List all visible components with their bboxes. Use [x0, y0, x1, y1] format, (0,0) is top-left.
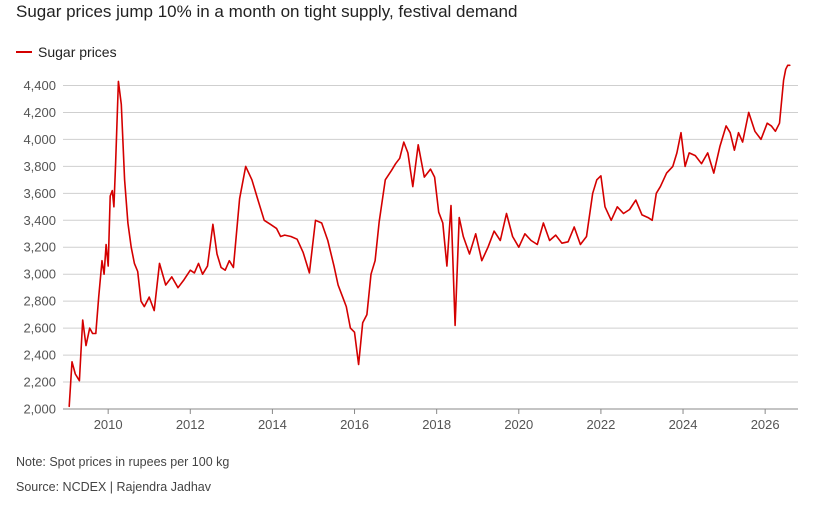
y-tick-label: 3,400	[23, 213, 56, 228]
y-tick-label: 4,000	[23, 132, 56, 147]
y-tick-label: 2,000	[23, 402, 56, 417]
y-tick-label: 2,800	[23, 294, 56, 309]
x-tick-label: 2024	[669, 417, 698, 432]
legend-label-sugar-prices: Sugar prices	[38, 44, 117, 60]
x-tick-label: 2022	[586, 417, 615, 432]
x-tick-label: 2014	[258, 417, 287, 432]
x-tick-label: 2026	[751, 417, 780, 432]
x-tick-label: 2012	[176, 417, 205, 432]
chart-legend: Sugar prices	[16, 44, 117, 60]
x-tick-label: 2010	[94, 417, 123, 432]
y-tick-label: 2,600	[23, 321, 56, 336]
series-layer	[68, 64, 791, 408]
x-tick-label: 2018	[422, 417, 451, 432]
y-tick-label: 3,800	[23, 159, 56, 174]
chart-note: Note: Spot prices in rupees per 100 kg	[16, 455, 230, 469]
x-tick-label: 2016	[340, 417, 369, 432]
x-axis-tick-labels: 2010 2012 2014 2016 2018 2020 2022 2024 2026	[94, 409, 780, 432]
y-tick-label: 3,000	[23, 267, 56, 282]
y-tick-label: 4,200	[23, 105, 56, 120]
y-axis-tick-labels: 2,000 2,200 2,400 2,600 2,800 3,000 3,200 3,400…	[23, 78, 56, 417]
y-tick-label: 2,400	[23, 348, 56, 363]
x-tick-label: 2020	[504, 417, 533, 432]
legend-swatch-sugar-prices	[16, 51, 32, 53]
series-line-sugar-prices	[68, 64, 791, 408]
chart-source: Source: NCDEX | Rajendra Jadhav	[16, 480, 212, 494]
y-tick-label: 3,600	[23, 186, 56, 201]
chart-title: Sugar prices jump 10% in a month on tigh…	[16, 2, 518, 21]
y-tick-label: 3,200	[23, 240, 56, 255]
y-tick-label: 2,200	[23, 375, 56, 390]
gridlines	[63, 84, 798, 410]
y-tick-label: 4,400	[23, 78, 56, 93]
